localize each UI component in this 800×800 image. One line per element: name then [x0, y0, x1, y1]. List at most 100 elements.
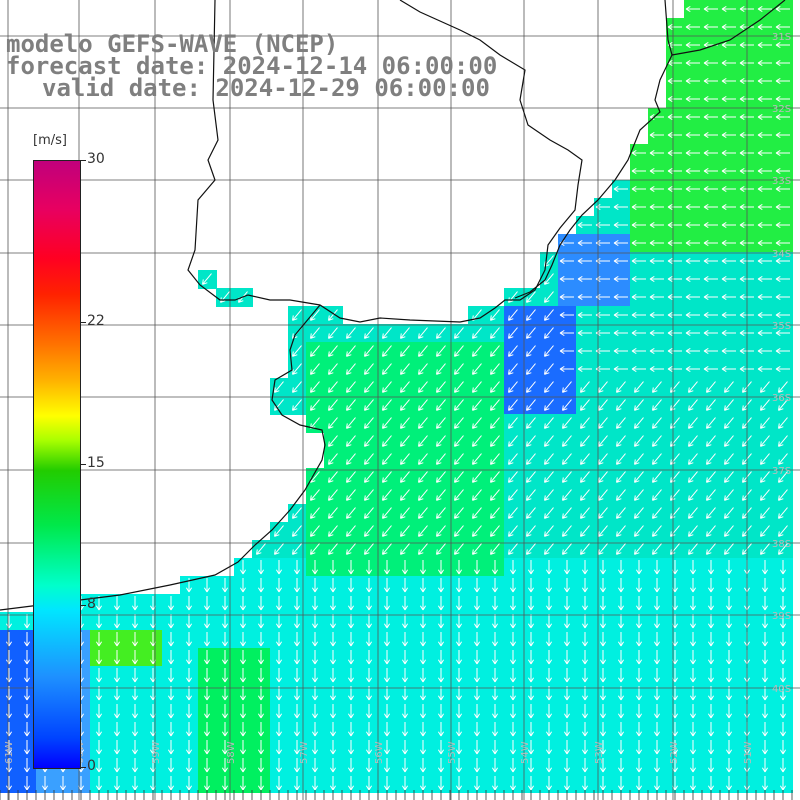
wind-arrow — [491, 776, 499, 791]
wind-arrow — [581, 632, 589, 647]
wind-arrow — [757, 257, 772, 265]
wind-speed-cell — [684, 468, 703, 487]
wind-arrow — [721, 203, 736, 211]
wind-arrow — [508, 381, 518, 393]
wind-speed-cell — [630, 486, 649, 505]
wind-arrow — [703, 365, 718, 373]
wind-speed-cell — [666, 468, 685, 487]
wind-arrow — [617, 776, 625, 791]
wind-arrow — [617, 596, 625, 611]
wind-speed-cell — [342, 504, 361, 523]
wind-arrow — [455, 740, 463, 755]
wind-arrow — [598, 471, 608, 483]
wind-arrow — [685, 23, 700, 31]
wind-speed-cell — [486, 468, 505, 487]
wind-arrow — [310, 399, 320, 411]
wind-arrow — [526, 309, 536, 321]
wind-arrow — [526, 381, 536, 393]
wind-arrow — [617, 704, 625, 719]
wind-speed-cell — [504, 486, 523, 505]
wind-arrow — [631, 329, 646, 337]
wind-arrow — [721, 131, 736, 139]
wind-arrow — [667, 113, 682, 121]
wind-arrow — [382, 543, 392, 555]
wind-arrow — [760, 471, 770, 483]
wind-arrow — [688, 489, 698, 501]
wind-arrow — [563, 632, 571, 647]
wind-speed-cell — [378, 450, 397, 469]
wind-arrow — [418, 327, 428, 339]
wind-arrow — [635, 740, 643, 755]
wind-arrow — [418, 417, 428, 429]
wind-arrow — [707, 704, 715, 719]
wind-arrow — [509, 650, 517, 665]
wind-arrow — [527, 740, 535, 755]
wind-speed-cell — [486, 486, 505, 505]
wind-arrow — [685, 113, 700, 121]
wind-arrow — [365, 758, 373, 773]
wind-arrow — [364, 453, 374, 465]
wind-speed-cell — [396, 396, 415, 415]
wind-arrow — [347, 704, 355, 719]
wind-arrow — [401, 578, 409, 593]
wind-speed-cell — [342, 432, 361, 451]
wind-arrow — [631, 257, 646, 265]
wind-speed-cell — [396, 360, 415, 379]
wind-arrow — [257, 668, 265, 683]
wind-arrow — [328, 453, 338, 465]
wind-arrow — [580, 435, 590, 447]
wind-arrow — [667, 239, 682, 247]
wind-arrow — [761, 632, 769, 647]
wind-arrow — [23, 650, 31, 665]
wind-arrow — [419, 722, 427, 737]
wind-arrow — [703, 185, 718, 193]
wind-speed-cell — [666, 396, 685, 415]
wind-arrow — [508, 417, 518, 429]
wind-arrow — [707, 740, 715, 755]
wind-arrow — [706, 435, 716, 447]
wind-arrow — [577, 257, 592, 265]
wind-arrow — [703, 347, 718, 355]
wind-arrow — [239, 704, 247, 719]
wind-speed-cell — [756, 414, 775, 433]
wind-arrow — [41, 776, 49, 791]
wind-speed-cell — [504, 342, 523, 361]
wind-arrow — [757, 5, 772, 13]
wind-arrow — [544, 543, 554, 555]
wind-speed-cell — [360, 504, 379, 523]
wind-arrow — [581, 740, 589, 755]
wind-arrow — [775, 311, 790, 319]
wind-arrow — [419, 740, 427, 755]
wind-arrow — [707, 758, 715, 773]
wind-arrow — [634, 381, 644, 393]
wind-arrow — [599, 632, 607, 647]
wind-arrow — [239, 596, 247, 611]
wind-arrow — [689, 758, 697, 773]
wind-arrow — [167, 722, 175, 737]
wind-arrow — [473, 560, 481, 575]
wind-arrow — [779, 614, 787, 629]
wind-arrow — [329, 668, 337, 683]
wind-arrow — [706, 471, 716, 483]
wind-arrow — [653, 740, 661, 755]
wind-speed-cell — [594, 432, 613, 451]
wind-arrow — [509, 596, 517, 611]
wind-arrow — [131, 776, 139, 791]
wind-arrow — [725, 614, 733, 629]
wind-arrow — [649, 257, 664, 265]
colorbar — [33, 160, 81, 769]
wind-speed-cell — [414, 324, 433, 343]
wind-speed-cell — [522, 324, 541, 343]
wind-arrow — [653, 560, 661, 575]
wind-arrow — [509, 776, 517, 791]
wind-arrow — [490, 381, 500, 393]
wind-arrow — [725, 560, 733, 575]
wind-arrow — [527, 704, 535, 719]
wind-speed-cell — [756, 432, 775, 451]
wind-arrow — [508, 471, 518, 483]
wind-speed-cell — [612, 378, 631, 397]
wind-arrow — [635, 578, 643, 593]
wind-arrow — [545, 650, 553, 665]
wind-arrow — [293, 560, 301, 575]
wind-arrow — [760, 453, 770, 465]
